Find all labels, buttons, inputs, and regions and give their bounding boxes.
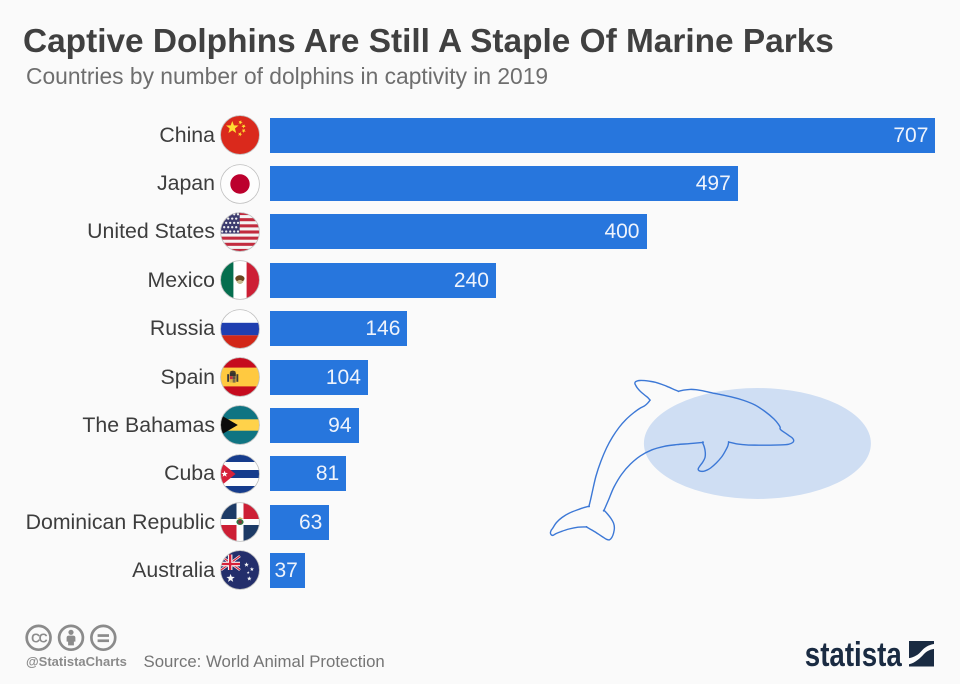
svg-text:CC: CC xyxy=(31,631,48,645)
svg-text:statista: statista xyxy=(805,636,903,670)
